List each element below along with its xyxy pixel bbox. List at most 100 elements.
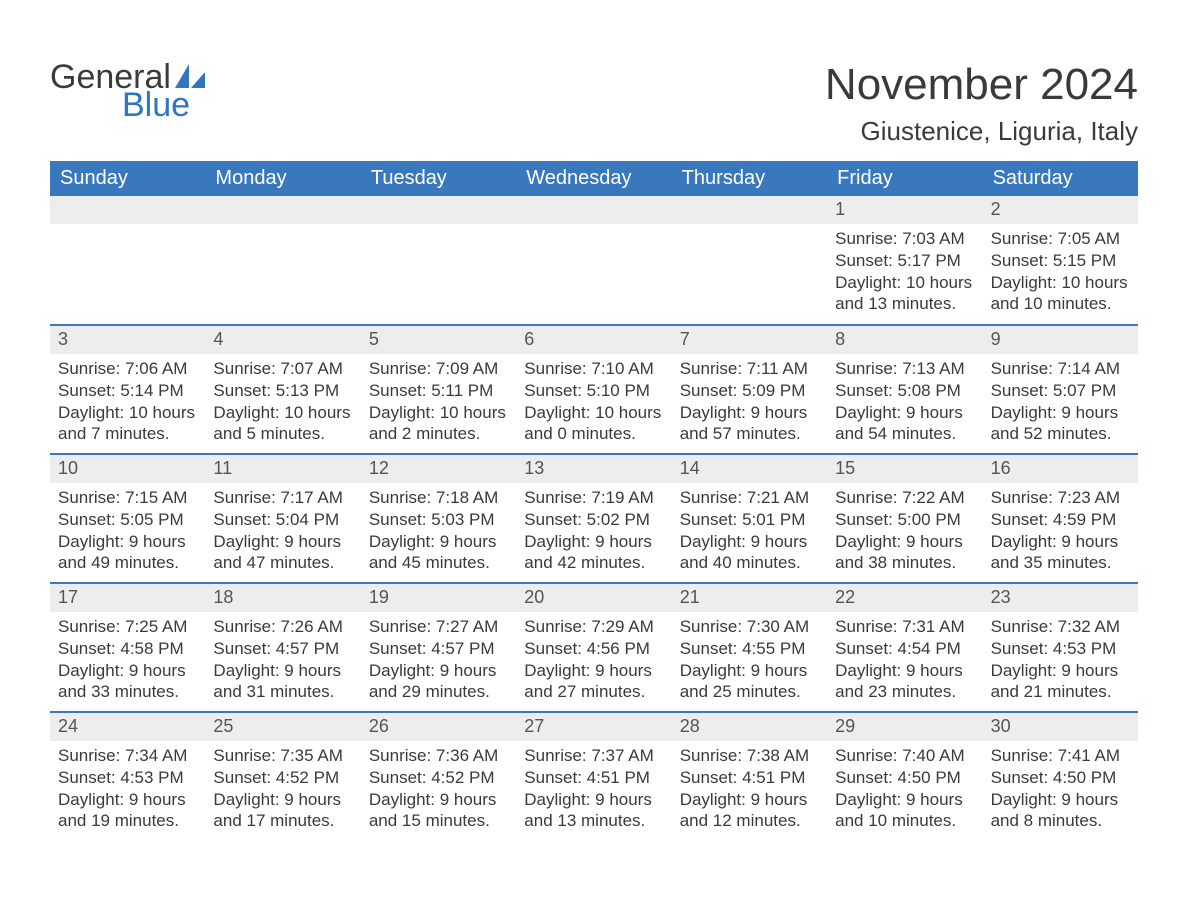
logo-word2: Blue [122,88,205,122]
day-cell: 14Sunrise: 7:21 AMSunset: 5:01 PMDayligh… [672,453,827,582]
day-cell: 25Sunrise: 7:35 AMSunset: 4:52 PMDayligh… [205,711,360,840]
sunrise-line: Sunrise: 7:37 AM [524,745,663,767]
day-cell: 26Sunrise: 7:36 AMSunset: 4:52 PMDayligh… [361,711,516,840]
day-cell [50,196,205,324]
day-cell-body: Sunrise: 7:17 AMSunset: 5:04 PMDaylight:… [205,483,360,582]
daylight-line: Daylight: 10 hours and 13 minutes. [835,272,974,316]
sunrise-line: Sunrise: 7:11 AM [680,358,819,380]
date-strip: 12 [361,453,516,483]
date-strip: 19 [361,582,516,612]
daylight-line: Daylight: 9 hours and 35 minutes. [991,531,1130,575]
sunset-line: Sunset: 4:50 PM [835,767,974,789]
sunrise-line: Sunrise: 7:36 AM [369,745,508,767]
day-cell-body: Sunrise: 7:11 AMSunset: 5:09 PMDaylight:… [672,354,827,453]
sunrise-line: Sunrise: 7:41 AM [991,745,1130,767]
date-strip: 9 [983,324,1138,354]
sunset-line: Sunset: 5:07 PM [991,380,1130,402]
sunrise-line: Sunrise: 7:31 AM [835,616,974,638]
sunset-line: Sunset: 4:52 PM [369,767,508,789]
sunset-line: Sunset: 5:02 PM [524,509,663,531]
day-cell: 24Sunrise: 7:34 AMSunset: 4:53 PMDayligh… [50,711,205,840]
daylight-line: Daylight: 10 hours and 0 minutes. [524,402,663,446]
sunrise-line: Sunrise: 7:29 AM [524,616,663,638]
week-row: 17Sunrise: 7:25 AMSunset: 4:58 PMDayligh… [50,582,1138,711]
date-strip: 20 [516,582,671,612]
date-strip: 11 [205,453,360,483]
sunset-line: Sunset: 4:50 PM [991,767,1130,789]
daylight-line: Daylight: 9 hours and 25 minutes. [680,660,819,704]
day-cell-body: Sunrise: 7:27 AMSunset: 4:57 PMDaylight:… [361,612,516,711]
day-cell-body: Sunrise: 7:29 AMSunset: 4:56 PMDaylight:… [516,612,671,711]
sunset-line: Sunset: 5:00 PM [835,509,974,531]
daylight-line: Daylight: 10 hours and 10 minutes. [991,272,1130,316]
sunset-line: Sunset: 4:51 PM [524,767,663,789]
day-cell: 17Sunrise: 7:25 AMSunset: 4:58 PMDayligh… [50,582,205,711]
sunset-line: Sunset: 5:01 PM [680,509,819,531]
day-cell [361,196,516,324]
sunset-line: Sunset: 5:11 PM [369,380,508,402]
date-strip [361,196,516,224]
daylight-line: Daylight: 9 hours and 10 minutes. [835,789,974,833]
day-cell-body: Sunrise: 7:09 AMSunset: 5:11 PMDaylight:… [361,354,516,453]
date-strip [50,196,205,224]
daylight-line: Daylight: 9 hours and 45 minutes. [369,531,508,575]
sunset-line: Sunset: 4:51 PM [680,767,819,789]
sunset-line: Sunset: 5:14 PM [58,380,197,402]
day-cell-body: Sunrise: 7:21 AMSunset: 5:01 PMDaylight:… [672,483,827,582]
date-strip: 22 [827,582,982,612]
day-cell-body: Sunrise: 7:34 AMSunset: 4:53 PMDaylight:… [50,741,205,840]
daylight-line: Daylight: 9 hours and 15 minutes. [369,789,508,833]
logo: General Blue [50,60,205,122]
sunset-line: Sunset: 4:52 PM [213,767,352,789]
day-cell-body: Sunrise: 7:22 AMSunset: 5:00 PMDaylight:… [827,483,982,582]
date-strip: 30 [983,711,1138,741]
date-strip: 6 [516,324,671,354]
date-strip: 13 [516,453,671,483]
sunset-line: Sunset: 5:08 PM [835,380,974,402]
sunrise-line: Sunrise: 7:38 AM [680,745,819,767]
sunset-line: Sunset: 5:10 PM [524,380,663,402]
day-cell: 22Sunrise: 7:31 AMSunset: 4:54 PMDayligh… [827,582,982,711]
week-row: 10Sunrise: 7:15 AMSunset: 5:05 PMDayligh… [50,453,1138,582]
week-row: 3Sunrise: 7:06 AMSunset: 5:14 PMDaylight… [50,324,1138,453]
date-strip: 21 [672,582,827,612]
daylight-line: Daylight: 9 hours and 19 minutes. [58,789,197,833]
daylight-line: Daylight: 10 hours and 5 minutes. [213,402,352,446]
sunset-line: Sunset: 4:53 PM [58,767,197,789]
date-strip [516,196,671,224]
day-cell-body: Sunrise: 7:10 AMSunset: 5:10 PMDaylight:… [516,354,671,453]
date-strip: 10 [50,453,205,483]
sunrise-line: Sunrise: 7:03 AM [835,228,974,250]
daylight-line: Daylight: 9 hours and 31 minutes. [213,660,352,704]
day-cell: 3Sunrise: 7:06 AMSunset: 5:14 PMDaylight… [50,324,205,453]
sunrise-line: Sunrise: 7:26 AM [213,616,352,638]
date-strip: 27 [516,711,671,741]
sunrise-line: Sunrise: 7:17 AM [213,487,352,509]
daylight-line: Daylight: 9 hours and 47 minutes. [213,531,352,575]
sunset-line: Sunset: 4:55 PM [680,638,819,660]
date-strip [672,196,827,224]
sunset-line: Sunset: 4:56 PM [524,638,663,660]
day-cell: 2Sunrise: 7:05 AMSunset: 5:15 PMDaylight… [983,196,1138,324]
day-cell-body: Sunrise: 7:05 AMSunset: 5:15 PMDaylight:… [983,224,1138,323]
day-cell: 18Sunrise: 7:26 AMSunset: 4:57 PMDayligh… [205,582,360,711]
sunrise-line: Sunrise: 7:15 AM [58,487,197,509]
sunset-line: Sunset: 5:04 PM [213,509,352,531]
sunrise-line: Sunrise: 7:13 AM [835,358,974,380]
day-cell-body: Sunrise: 7:40 AMSunset: 4:50 PMDaylight:… [827,741,982,840]
sunrise-line: Sunrise: 7:34 AM [58,745,197,767]
day-cell: 21Sunrise: 7:30 AMSunset: 4:55 PMDayligh… [672,582,827,711]
date-strip: 18 [205,582,360,612]
day-header-cell: Wednesday [516,161,671,196]
daylight-line: Daylight: 10 hours and 7 minutes. [58,402,197,446]
sunrise-line: Sunrise: 7:22 AM [835,487,974,509]
date-strip: 24 [50,711,205,741]
date-strip: 29 [827,711,982,741]
day-cell-body: Sunrise: 7:19 AMSunset: 5:02 PMDaylight:… [516,483,671,582]
daylight-line: Daylight: 9 hours and 54 minutes. [835,402,974,446]
daylight-line: Daylight: 9 hours and 23 minutes. [835,660,974,704]
sunset-line: Sunset: 4:57 PM [369,638,508,660]
day-cell-body: Sunrise: 7:23 AMSunset: 4:59 PMDaylight:… [983,483,1138,582]
date-strip: 4 [205,324,360,354]
sunset-line: Sunset: 5:15 PM [991,250,1130,272]
